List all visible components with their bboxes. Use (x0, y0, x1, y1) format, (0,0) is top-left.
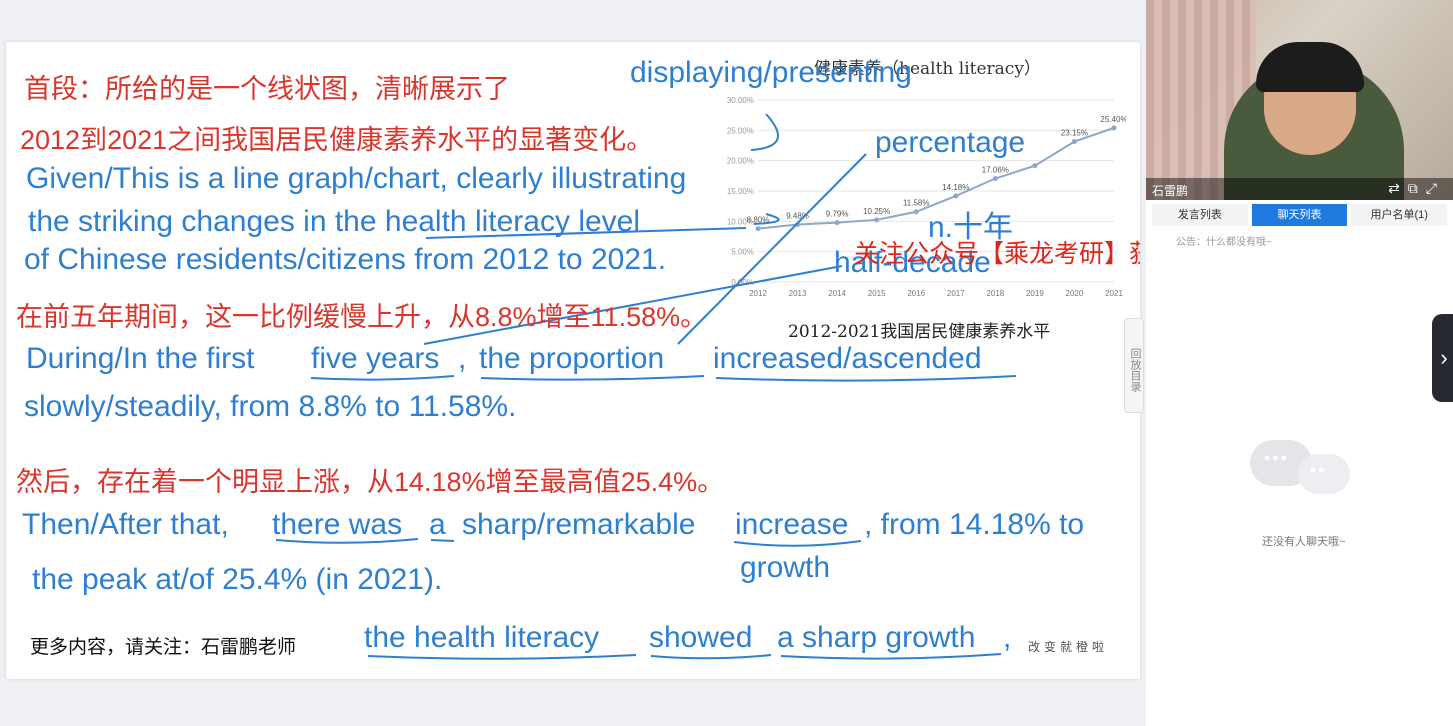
fullscreen-icon[interactable]: ⤢ (1425, 180, 1445, 196)
cn-line-3: 在前五年期间，这一比例缓慢上升，从8.8%增至11.58%。 (16, 302, 708, 332)
data-label: 10.25% (863, 207, 890, 216)
data-label: 17.06% (982, 166, 1009, 175)
tab-user-list[interactable]: 用户名单(1) (1351, 204, 1448, 226)
data-label: 14.18% (942, 183, 969, 192)
en-line-4c: , (458, 342, 467, 375)
note-decade: n.十年 (928, 211, 1014, 244)
underline-the-proportion (480, 375, 705, 381)
underline-health-literacy (367, 654, 637, 660)
en-line-8d: , (1003, 621, 1012, 654)
en-line-8c: a sharp growth (777, 621, 976, 654)
data-point (1111, 125, 1117, 131)
footer-follow-text: 更多内容，请关注：石雷鹏老师 (30, 637, 297, 658)
promo-banner: 关注公众号【乘龙考研】获取后续课程更新 (854, 239, 1140, 268)
note-displaying: displaying/presenting (630, 56, 912, 89)
data-point (795, 221, 801, 227)
tab-chat-list[interactable]: 聊天列表 (1251, 204, 1348, 226)
right-panel: 石雷鹏 ⇄⧉⤢ 发言列表 聊天列表 用户名单(1) 公告：什么都没有哦~ •••… (1146, 0, 1453, 726)
x-tick-label: 2019 (1026, 289, 1044, 298)
note-half-decade: half-decade (834, 246, 991, 279)
en-line-7: the peak at/of 25.4% (in 2021). (32, 563, 443, 596)
data-point (913, 209, 919, 215)
en-line-6a: Then/After that, (22, 508, 229, 541)
data-point (834, 220, 840, 226)
cn-line-4: 然后，存在着一个明显上涨，从14.18%增至最高值25.4%。 (16, 467, 725, 497)
popout-icon[interactable]: ⧉ (1407, 180, 1426, 196)
data-label: 11.58% (903, 199, 930, 208)
en-line-4b: five years (311, 342, 440, 375)
en-line-5: slowly/steadily, from 8.8% to 11.58%. (24, 390, 517, 423)
data-point (1071, 139, 1077, 145)
notice-text: 公告：什么都没有哦~ (1176, 237, 1272, 248)
tab-speech-list[interactable]: 发言列表 (1152, 204, 1248, 226)
cn-line-1: 首段：所给的是一个线状图，清晰展示了 (24, 74, 510, 104)
y-tick-label: 0.00% (731, 278, 754, 287)
video-controls: ⇄⧉⤢ (1388, 180, 1445, 197)
en-line-6c: a (429, 508, 446, 541)
en-line-6d: sharp/remarkable (462, 508, 696, 541)
data-point (992, 176, 998, 182)
x-tick-label: 2017 (947, 289, 965, 298)
chat-bubbles-icon: ••• •• (1250, 440, 1360, 510)
x-tick-label: 2020 (1066, 289, 1084, 298)
underline-five-years (310, 375, 455, 381)
data-label: 25.40% (1100, 115, 1126, 124)
x-tick-label: 2012 (749, 289, 767, 298)
teacher-hair (1256, 42, 1364, 92)
en-line-6b: there was (272, 508, 403, 541)
note-growth: growth (740, 551, 831, 584)
en-line-8a: the health literacy (364, 621, 600, 654)
data-point (1032, 163, 1038, 169)
y-tick-label: 20.00% (727, 157, 754, 166)
x-tick-label: 2014 (828, 289, 846, 298)
swap-icon[interactable]: ⇄ (1388, 180, 1408, 196)
teacher-video: 石雷鹏 ⇄⧉⤢ (1146, 0, 1453, 200)
en-line-4e: increased/ascended (713, 342, 982, 375)
data-label: 9.79% (826, 210, 849, 219)
en-line-8b: showed (649, 621, 753, 654)
en-line-4a: During/In the first (26, 342, 255, 375)
x-tick-label: 2016 (907, 289, 925, 298)
slide-canvas: 健康素养（health literacy） 0.00% 5.00% 10.00% 15… (6, 42, 1140, 679)
playback-catalog-tab[interactable]: 回放目录 (1124, 318, 1144, 413)
data-label: 9.48% (786, 211, 809, 220)
chart-title: 健康素养（health literacy） (814, 59, 1041, 79)
note-percentage: percentage (875, 126, 1026, 159)
y-tick-label: 25.00% (727, 126, 754, 135)
collapse-panel-button[interactable]: › (1432, 314, 1453, 402)
empty-chat-text: 还没有人聊天哦~ (1262, 536, 1346, 548)
data-point (874, 217, 880, 223)
footer-brand-text: 改变就橙啦 (1028, 640, 1109, 654)
chevron-right-icon: › (1440, 345, 1448, 370)
en-line-2: the striking changes in the health liter… (28, 205, 641, 238)
panel-tabs: 发言列表 聊天列表 用户名单(1) (1146, 204, 1453, 228)
x-tick-label: 2021 (1105, 289, 1123, 298)
en-line-1: Given/This is a line graph/chart, clearl… (26, 162, 687, 195)
en-line-3: of Chinese residents/citizens from 2012 … (24, 243, 667, 276)
y-tick-label: 30.00% (727, 96, 754, 105)
en-line-6e: increase (735, 508, 849, 541)
underline-showed (650, 654, 772, 660)
video-bar: 石雷鹏 ⇄⧉⤢ (1146, 178, 1453, 200)
y-tick-label: 15.00% (727, 187, 754, 196)
data-label: 23.15% (1061, 129, 1088, 138)
y-tick-label: 5.00% (731, 248, 754, 257)
chart-caption: 2012-2021我国居民健康素养水平 (788, 322, 1051, 342)
en-line-4d: the proportion (479, 342, 665, 375)
cn-line-2: 2012到2021之间我国居民健康素养水平的显著变化。 (20, 125, 654, 155)
data-label: 8.80% (747, 216, 770, 225)
x-tick-label: 2018 (986, 289, 1004, 298)
line-chart: 健康素养（health literacy） 0.00% 5.00% 10.00% 15… (706, 52, 1126, 352)
teacher-name: 石雷鹏 (1152, 184, 1189, 198)
data-point (755, 226, 761, 232)
data-point (953, 193, 959, 199)
x-tick-label: 2013 (789, 289, 807, 298)
underline-increased (715, 375, 1017, 382)
x-tick-label: 2015 (868, 289, 886, 298)
en-line-6f: , from 14.18% to (864, 508, 1085, 541)
